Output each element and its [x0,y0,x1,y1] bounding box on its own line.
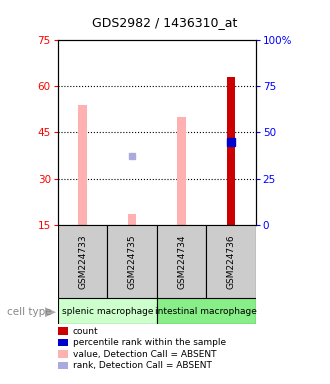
Text: intestinal macrophage: intestinal macrophage [155,306,257,316]
Text: cell type: cell type [7,307,51,317]
Text: GSM224734: GSM224734 [177,234,186,289]
Bar [206,225,256,298]
Bar [58,225,107,298]
Text: GSM224735: GSM224735 [127,234,137,289]
Text: count: count [73,326,98,336]
Text: GSM224736: GSM224736 [226,234,236,289]
Text: value, Detection Call = ABSENT: value, Detection Call = ABSENT [73,349,216,359]
Bar [227,77,236,225]
Text: percentile rank within the sample: percentile rank within the sample [73,338,226,347]
Bar [157,298,256,324]
Text: splenic macrophage: splenic macrophage [61,306,153,316]
Polygon shape [45,307,56,317]
Text: GSM224733: GSM224733 [78,234,87,289]
Bar [58,298,157,324]
Bar [107,225,157,298]
Bar [128,214,137,225]
Bar [78,105,87,225]
Text: GDS2982 / 1436310_at: GDS2982 / 1436310_at [92,16,238,29]
Text: rank, Detection Call = ABSENT: rank, Detection Call = ABSENT [73,361,212,370]
Bar [157,225,206,298]
Bar [177,117,186,225]
